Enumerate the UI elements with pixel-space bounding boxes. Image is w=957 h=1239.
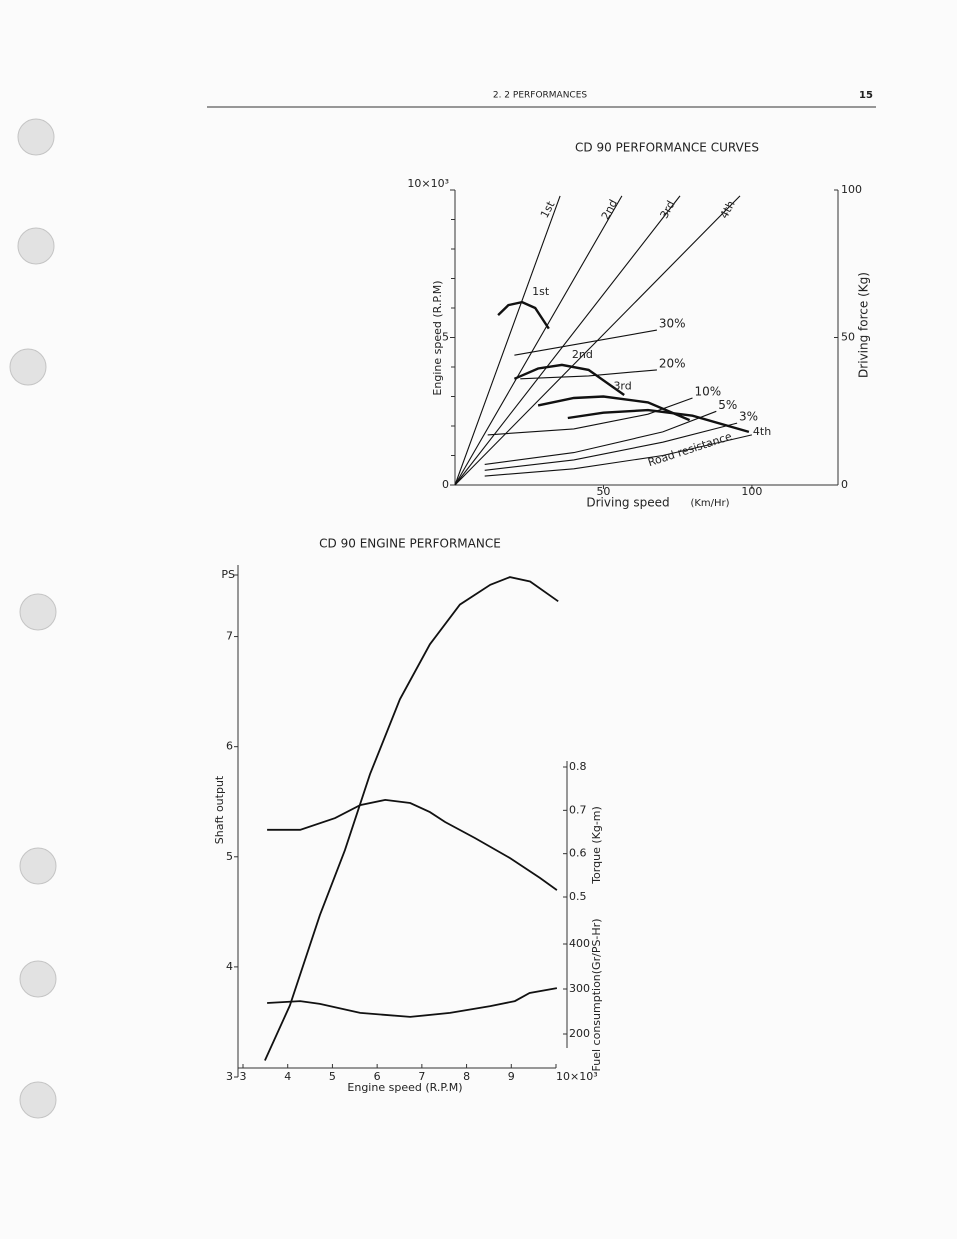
curve bbox=[267, 987, 558, 1018]
curve bbox=[484, 410, 717, 465]
force-label: 3rd bbox=[613, 380, 631, 393]
y2-axis-title: Driving force (Kg) bbox=[857, 272, 871, 378]
y2-tick-label: 100 bbox=[841, 183, 862, 196]
resistance-label: 10% bbox=[695, 384, 722, 398]
x-axis-title: Driving speed bbox=[586, 496, 669, 510]
y-axis-title: Engine speed (R.P.M) bbox=[431, 280, 444, 395]
curve bbox=[497, 300, 550, 330]
resistance-label: 30% bbox=[659, 317, 686, 331]
y-tick-label: 10×10³ bbox=[407, 177, 449, 190]
curve bbox=[264, 576, 559, 1061]
hole bbox=[19, 593, 57, 631]
y-axis-title: Shaft output bbox=[213, 775, 226, 844]
y-tick-label: 5 bbox=[226, 850, 233, 863]
x-tick-label: 5 bbox=[329, 1070, 336, 1083]
y3-axis-title: Fuel consumption(Gr/PS-Hr) bbox=[590, 919, 603, 1072]
section-title: 2. 2 PERFORMANCES bbox=[493, 91, 588, 101]
y2-tick-label: 0.5 bbox=[569, 890, 587, 903]
curve bbox=[454, 195, 681, 486]
resistance-label: 3% bbox=[739, 410, 758, 424]
curve bbox=[484, 434, 753, 477]
x-tick-label: 100 bbox=[741, 485, 762, 498]
x-tick-label: 3 bbox=[240, 1070, 247, 1083]
x-axis-title: Engine speed (R.P.M) bbox=[347, 1081, 462, 1094]
y-tick-label: 4 bbox=[226, 960, 233, 973]
chart-title: CD 90 ENGINE PERFORMANCE bbox=[319, 537, 501, 551]
curve bbox=[454, 195, 561, 486]
curve bbox=[454, 195, 623, 486]
y2-tick-label: 0.7 bbox=[569, 803, 587, 816]
y-tick-label: 6 bbox=[226, 740, 233, 753]
x-tick-label: 10×10³ bbox=[556, 1070, 598, 1083]
y2-tick-label: 0.8 bbox=[569, 760, 587, 773]
force-label: 4th bbox=[753, 425, 771, 438]
x-axis-unit: (Km/Hr) bbox=[690, 498, 729, 509]
y2-tick-label: 50 bbox=[841, 331, 855, 344]
y3-tick-label: 400 bbox=[569, 937, 590, 950]
hole bbox=[19, 847, 57, 885]
x-tick-label: 50 bbox=[596, 485, 610, 498]
y-tick-label: 7 bbox=[226, 630, 233, 643]
curve bbox=[513, 363, 625, 396]
resistance-label: 5% bbox=[718, 398, 737, 412]
curve bbox=[567, 408, 750, 434]
y-unit: PS bbox=[221, 568, 235, 581]
hole bbox=[9, 348, 47, 386]
y-tick-label: 3 bbox=[226, 1070, 233, 1083]
hole bbox=[19, 1081, 57, 1119]
x-tick-label: 8 bbox=[463, 1070, 470, 1083]
curve bbox=[514, 329, 657, 356]
x-tick-label: 4 bbox=[284, 1070, 291, 1083]
curve bbox=[484, 422, 738, 471]
curve bbox=[487, 397, 693, 436]
y-tick-label: 0 bbox=[442, 478, 449, 491]
y3-tick-label: 200 bbox=[569, 1027, 590, 1040]
y2-tick-label: 0.6 bbox=[569, 847, 587, 860]
punch-holes bbox=[9, 118, 57, 1119]
y2-axis-title: Torque (Kg-m) bbox=[590, 806, 603, 885]
resistance-label: 20% bbox=[659, 356, 686, 370]
hole bbox=[17, 118, 55, 156]
x-tick-label: 7 bbox=[418, 1070, 425, 1083]
hole bbox=[17, 227, 55, 265]
hole bbox=[19, 960, 57, 998]
force-label: 2nd bbox=[572, 348, 593, 361]
force-label: 1st bbox=[532, 285, 550, 298]
x-tick-label: 6 bbox=[374, 1070, 381, 1083]
curve bbox=[537, 395, 691, 422]
y3-tick-label: 300 bbox=[569, 982, 590, 995]
y2-tick-label: 0 bbox=[841, 478, 848, 491]
page-number: 15 bbox=[859, 90, 873, 101]
x-tick-label: 9 bbox=[508, 1070, 515, 1083]
chart-title: CD 90 PERFORMANCE CURVES bbox=[575, 141, 759, 155]
curve bbox=[267, 798, 558, 891]
y-tick-label: 5 bbox=[442, 331, 449, 344]
curve bbox=[520, 369, 657, 380]
